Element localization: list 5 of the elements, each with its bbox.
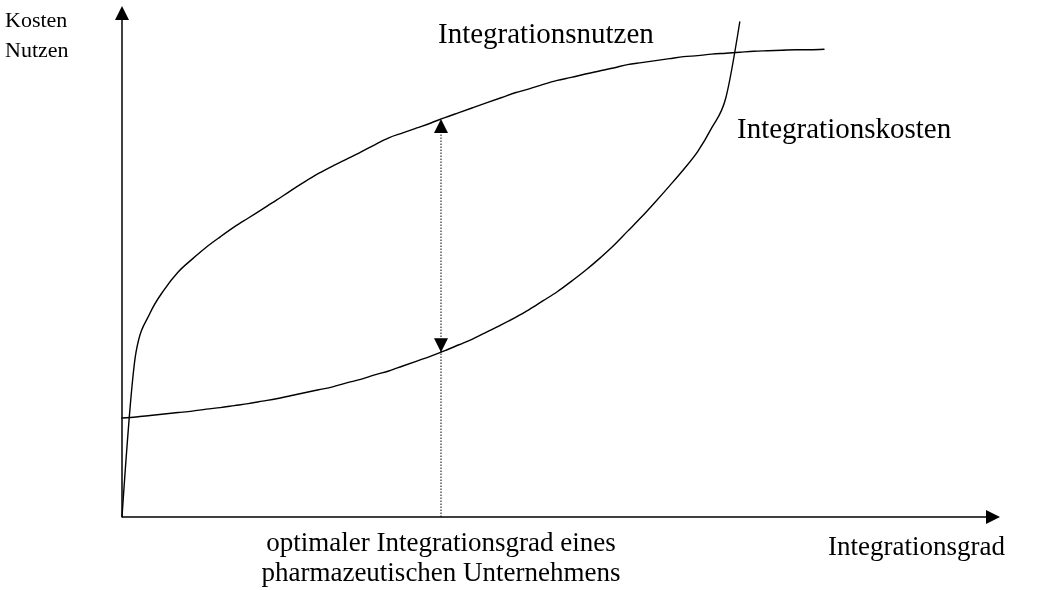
series-label: Integrationsnutzen <box>438 17 655 49</box>
series-label: Integrationskosten <box>737 112 952 144</box>
y-axis-title: Kosten Nutzen <box>5 7 69 62</box>
x-axis-title: Integrationsgrad <box>828 531 1006 561</box>
text: optimaler Integrationsgrad eines pharmazeutischen Unternehmens <box>261 527 621 587</box>
